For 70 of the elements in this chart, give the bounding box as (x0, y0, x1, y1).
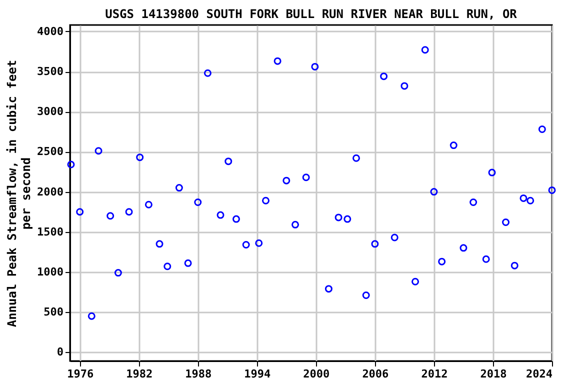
point (114, 269, 122, 277)
point (175, 184, 183, 192)
point (334, 214, 342, 222)
point (274, 57, 282, 65)
point (194, 198, 202, 206)
point (184, 259, 192, 267)
point (302, 174, 310, 182)
x-tick-label: 1982 (126, 368, 153, 380)
point (88, 312, 96, 320)
point (76, 208, 84, 216)
point (125, 208, 133, 216)
point (438, 258, 446, 266)
y-tick-label: 2500 (37, 145, 64, 158)
point (450, 142, 458, 150)
point (242, 240, 250, 248)
point (255, 239, 263, 247)
point (94, 147, 102, 155)
chart-title: USGS 14139800 SOUTH FORK BULL RUN RIVER NEAR BULL RUN, OR (105, 7, 518, 21)
point (164, 262, 172, 270)
point (460, 244, 468, 252)
y-tick-label: 4000 (37, 24, 64, 38)
point (232, 215, 240, 223)
point (470, 198, 478, 206)
point (352, 154, 360, 162)
y-tick-label: 3000 (37, 105, 64, 118)
point (400, 82, 408, 90)
point (548, 186, 556, 194)
point (526, 196, 534, 204)
point (482, 255, 490, 263)
x-tick-label: 2000 (303, 368, 330, 380)
point (136, 154, 144, 162)
y-tick-label: 1000 (37, 265, 64, 278)
y-axis-title: Annual Peak Streamflow, in cubic feet per second (5, 60, 34, 328)
x-tick-label: 2024 (526, 368, 553, 380)
point (430, 188, 438, 196)
x-tick-label: 2006 (362, 368, 390, 380)
y-tick-label: 2000 (37, 185, 64, 198)
point (412, 278, 420, 286)
x-tick-label: 1994 (244, 368, 272, 380)
point (362, 292, 370, 299)
point (282, 176, 290, 184)
point (224, 158, 232, 166)
point (371, 240, 379, 248)
point (344, 215, 352, 223)
y-tick-label: 500 (44, 306, 64, 319)
point (421, 46, 429, 54)
point (311, 62, 319, 70)
point (488, 168, 496, 176)
y-tick-label: 0 (56, 346, 64, 359)
x-tick-label: 2012 (421, 368, 448, 380)
point (520, 194, 528, 202)
point (144, 200, 152, 208)
point (106, 212, 114, 220)
point (502, 218, 510, 226)
x-tick-label: 1988 (185, 368, 212, 380)
point (204, 69, 212, 77)
point (216, 211, 224, 219)
point (156, 240, 164, 248)
point (67, 160, 75, 168)
y-tick-label: 3500 (37, 65, 64, 78)
point (324, 285, 332, 293)
point (538, 126, 546, 133)
y-tick-label: 1500 (37, 225, 64, 238)
point (292, 220, 300, 228)
point (380, 72, 388, 80)
point (510, 262, 518, 270)
point (262, 196, 270, 204)
x-tick-label: 1976 (67, 368, 94, 380)
x-tick-label: 2018 (480, 368, 507, 380)
point (390, 234, 398, 242)
